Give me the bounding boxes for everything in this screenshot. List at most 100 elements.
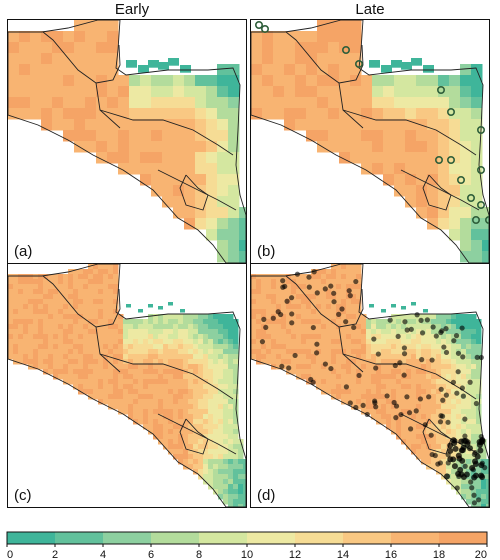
raster-cell [411,58,422,66]
raster-cell [228,174,240,186]
raster-cell [183,419,189,425]
raster-cell [228,86,240,98]
raster-cell [273,97,285,109]
raster-cell [223,314,229,320]
raster-cell [18,354,24,360]
raster-cell [406,344,412,350]
station-dot [314,290,320,296]
raster-cell [243,464,246,470]
station-dot [455,350,462,356]
station-dot [414,312,420,318]
raster-cell [366,349,372,355]
station-dot [306,284,312,290]
raster-cell [218,324,224,330]
raster-cell [83,364,89,370]
raster-cell [461,314,467,320]
raster-cell [466,489,472,495]
raster-cell [195,218,207,230]
raster-cell [108,274,114,280]
raster-cell [68,304,74,310]
raster-cell [436,389,442,395]
raster-cell [256,274,262,280]
raster-cell [107,75,119,87]
raster-cell [316,334,322,340]
station-dot [310,324,316,331]
raster-cell [58,344,64,350]
raster-cell [88,319,94,325]
raster-cell [471,152,483,164]
raster-cell [356,399,362,405]
raster-cell [286,354,292,360]
raster-cell [456,434,462,440]
border-line [342,353,477,400]
raster-cell [251,86,263,98]
station-dot [450,379,457,385]
raster-cell [218,379,224,385]
raster-cell [471,185,483,197]
raster-cell [68,309,74,315]
raster-cell [148,314,154,320]
raster-cell [446,374,452,380]
raster-cell [123,384,129,390]
raster-cell [394,130,406,142]
raster-cell [281,324,287,330]
raster-cell [431,429,437,435]
raster-cell [83,324,89,330]
raster-cell [158,404,164,410]
raster-cell [195,174,207,186]
raster-cell [228,454,234,460]
raster-cell [476,379,482,385]
raster-cell [188,424,194,430]
raster-cell [129,141,141,153]
raster-cell [431,364,437,370]
raster-cell [180,309,185,313]
raster-cell [296,329,302,335]
raster-cell [98,324,104,330]
colorbar: 0 2 4 6 8 10 12 14 16 18 20 [6,531,488,560]
raster-cell [63,108,75,120]
raster-cell [406,434,412,440]
raster-cell [63,349,69,355]
raster-cell [163,319,169,325]
raster-cell [178,429,184,435]
raster-cell [213,454,219,460]
raster-cell [68,354,74,360]
raster-cell [461,469,467,475]
raster-cell [198,404,204,410]
raster-cell [451,384,457,390]
raster-cell [431,339,437,345]
raster-cell [208,404,214,410]
raster-cell [449,119,461,131]
raster-cell [341,374,347,380]
raster-cell [243,489,246,495]
raster-cell [366,394,372,400]
raster-cell [143,374,149,380]
raster-cell [128,379,134,385]
raster-cell [471,207,483,219]
raster-cell [328,75,340,87]
raster-cell [317,53,329,65]
raster-cell [271,279,277,285]
raster-cell [273,75,285,87]
raster-cell [295,108,307,120]
raster-cell [217,130,229,142]
raster-cell [471,240,483,252]
raster-cell [346,274,352,280]
raster-cell [301,359,307,365]
raster-cell [153,339,159,345]
station-dot [419,357,425,363]
station-dot [401,345,408,351]
raster-cell [113,404,119,410]
station-dot [401,351,408,357]
raster-cell [28,329,34,335]
raster-cell [203,394,209,400]
raster-cell [341,394,347,400]
raster-cell [223,329,229,335]
raster-cell [386,359,392,365]
raster-cell [8,339,14,345]
raster-cell [183,409,189,415]
station-dot [428,432,434,438]
raster-cell [461,374,467,380]
raster-cell [28,324,34,330]
raster-cell [391,374,397,380]
